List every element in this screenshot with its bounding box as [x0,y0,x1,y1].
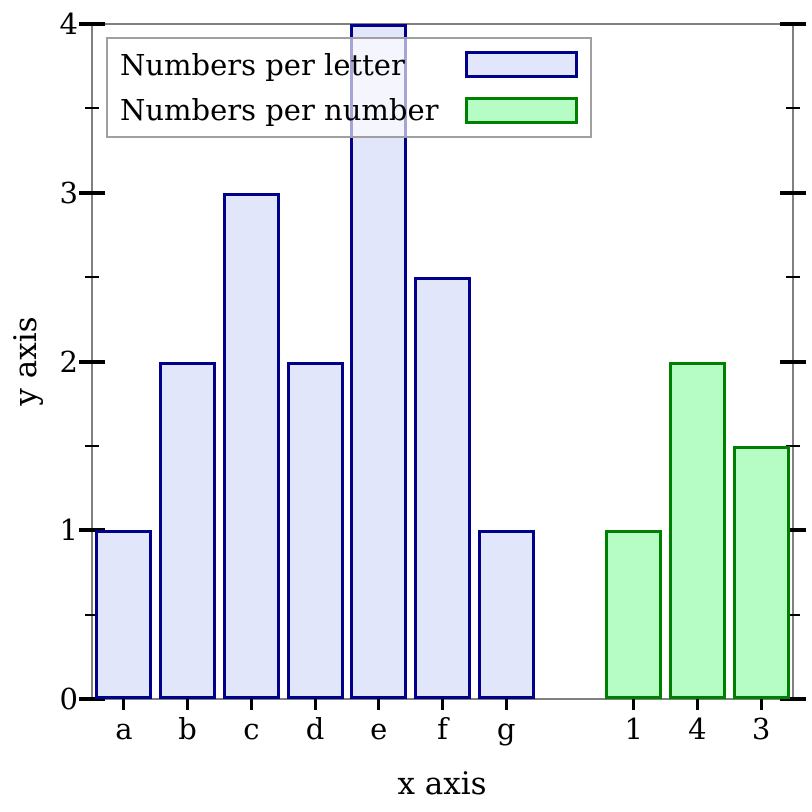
y-tick-label-3: 3 [59,175,78,210]
bar-g [477,530,535,699]
bar-d [286,361,344,699]
y-major-tick-1-right [780,528,806,533]
y-minor-tick-2.5-right [786,276,800,279]
x-tick-e [377,699,381,710]
legend: Numbers per letter Numbers per number [106,37,592,138]
x-tick-label-g: g [496,712,516,746]
x-tick-label-4: 4 [688,712,707,746]
y-major-tick-2-right [780,359,806,364]
bar-4 [668,361,726,699]
x-axis-title: x axis [397,766,487,802]
x-tick-label-3: 3 [751,712,771,746]
y-major-tick-4-right [780,22,806,26]
x-tick-d [313,699,317,710]
x-tick-b [186,699,190,710]
y-minor-tick-0.5-right [786,613,800,616]
x-tick-g [504,699,508,710]
x-tick-3 [759,699,763,710]
x-tick-1 [632,699,636,710]
legend-entry-numbers: Numbers per number [120,93,578,127]
y-minor-tick-0.5-left [85,613,99,616]
y-major-tick-3-right [780,190,806,195]
y-tick-label-4: 4 [59,7,78,41]
legend-label-letters: Numbers per letter [120,47,405,82]
bar-1 [605,530,663,699]
x-tick-label-e: e [370,712,388,746]
bar-c [222,192,280,699]
bar-3 [732,445,790,699]
x-tick-4 [695,699,699,710]
y-minor-tick-3.5-right [786,107,800,110]
x-tick-c [249,699,253,710]
y-axis-title: y axis [8,316,44,406]
legend-label-numbers: Numbers per number [120,93,439,128]
y-minor-tick-2.5-left [85,276,99,279]
x-tick-f [441,699,444,710]
x-tick-label-a: a [115,712,133,746]
y-major-tick-4-left [79,22,105,26]
y-major-tick-3-left [79,190,105,195]
y-minor-tick-3.5-left [85,107,99,110]
x-tick-label-b: b [178,712,197,746]
legend-entry-letters: Numbers per letter [120,48,578,82]
x-tick-label-1: 1 [624,712,643,746]
legend-swatch-numbers-icon [465,96,578,124]
y-major-tick-0-right [780,697,806,701]
legend-swatch-letters-icon [465,51,578,79]
y-major-tick-0-left [79,697,105,701]
x-tick-label-c: c [243,712,260,746]
x-tick-a [122,699,126,710]
y-major-tick-1-left [79,528,105,533]
y-tick-label-0: 0 [59,682,78,716]
y-minor-tick-1.5-left [85,444,99,447]
bar-b [159,361,217,699]
x-tick-label-d: d [305,712,325,746]
bar-a [95,530,153,699]
y-major-tick-2-left [79,359,105,364]
y-minor-tick-1.5-right [786,444,800,447]
x-tick-label-f: f [437,712,448,746]
bar-f [414,277,471,699]
y-tick-label-1: 1 [59,513,78,548]
y-tick-label-2: 2 [59,344,78,379]
